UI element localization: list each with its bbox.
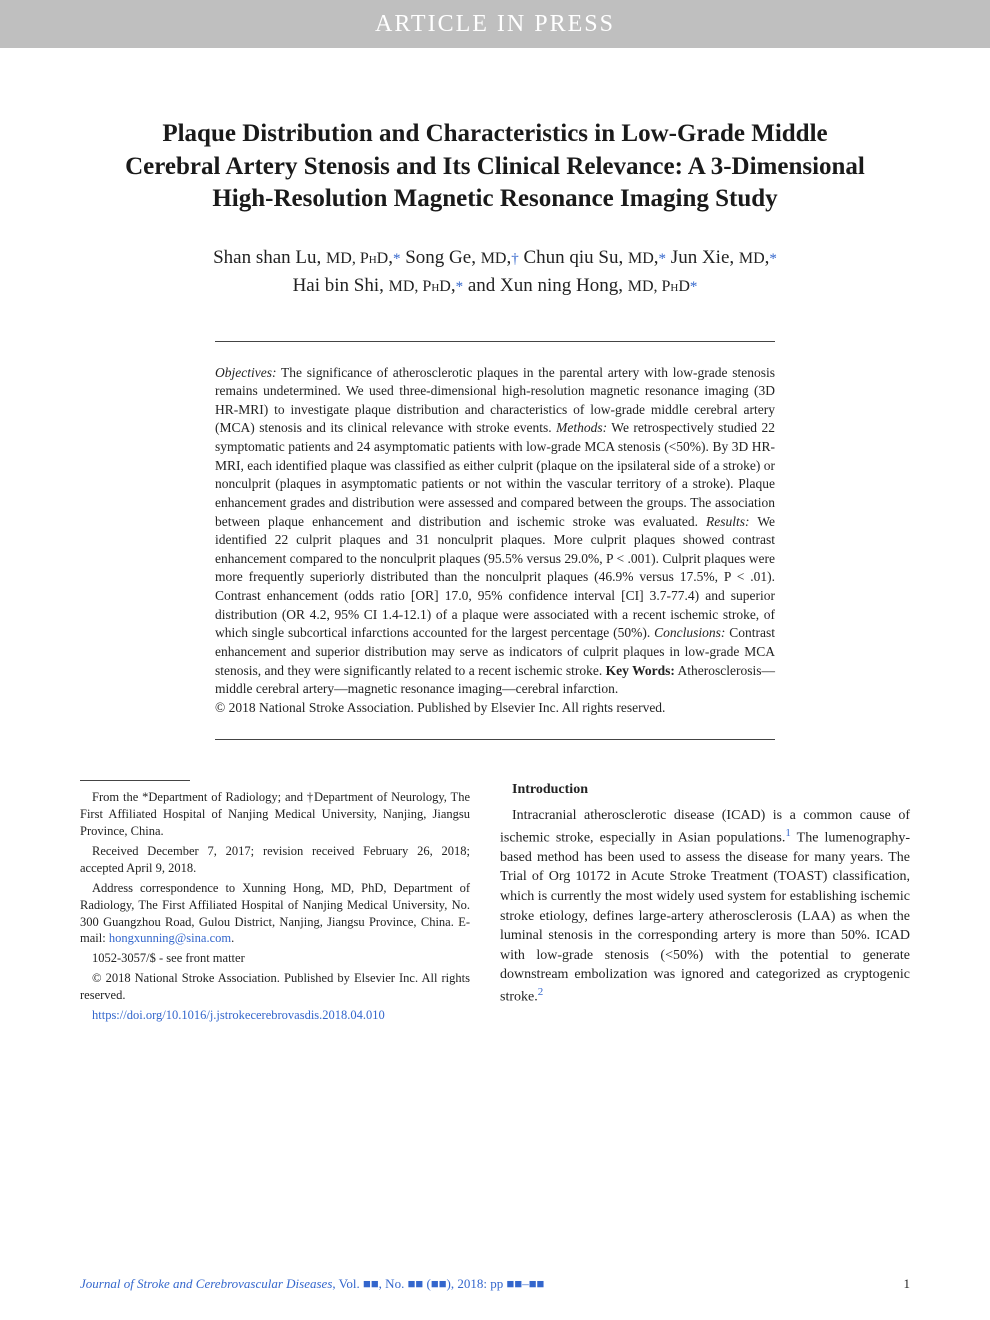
received-footnote: Received December 7, 2017; revision rece…	[80, 843, 470, 877]
abstract-copyright: © 2018 National Stroke Association. Publ…	[215, 700, 665, 715]
introduction-heading: Introduction	[500, 780, 910, 800]
introduction-column: Introduction Intracranial atheroscleroti…	[500, 780, 910, 1023]
page-number: 1	[904, 1276, 911, 1292]
objectives-label: Objectives:	[215, 365, 276, 380]
results-text: We identified 22 culprit plaques and 31 …	[215, 514, 775, 641]
introduction-paragraph: Intracranial atherosclerotic disease (IC…	[500, 806, 910, 1007]
journal-vol-issue: , Vol. ■■, No. ■■ (■■), 2018: pp ■■–■■	[332, 1276, 544, 1291]
journal-name: Journal of Stroke and Cerebrovascular Di…	[80, 1276, 332, 1291]
intro-text-b: The lumenography-based method has been u…	[500, 830, 910, 1004]
article-title: Plaque Distribution and Characteristics …	[120, 118, 870, 216]
methods-label: Methods:	[556, 420, 607, 435]
abstract-text: Objectives: The significance of atherosc…	[215, 364, 775, 718]
page-content: Plaque Distribution and Characteristics …	[0, 48, 990, 1054]
results-label: Results:	[706, 514, 750, 529]
banner-text: ARTICLE IN PRESS	[375, 11, 615, 38]
affiliation-footnote: From the *Department of Radiology; and †…	[80, 789, 470, 840]
correspondence-email-link[interactable]: hongxunning@sina.com	[109, 931, 231, 945]
keywords-label: Key Words:	[606, 663, 675, 678]
reference-2-link[interactable]: 2	[538, 986, 544, 998]
issn-footnote: 1052-3057/$ - see front matter	[80, 950, 470, 967]
footnote-block: From the *Department of Radiology; and †…	[80, 789, 470, 1023]
article-in-press-banner: ARTICLE IN PRESS	[0, 0, 990, 48]
conclusions-label: Conclusions:	[654, 625, 725, 640]
abstract-container: Objectives: The significance of atherosc…	[215, 341, 775, 741]
correspondence-footnote: Address correspondence to Xunning Hong, …	[80, 880, 470, 948]
footnote-rule	[80, 780, 190, 781]
methods-text: We retrospectively studied 22 symptomati…	[215, 420, 775, 528]
doi-link[interactable]: https://doi.org/10.1016/j.jstrokecerebro…	[80, 1007, 470, 1024]
journal-citation: Journal of Stroke and Cerebrovascular Di…	[80, 1276, 544, 1292]
journal-footer: Journal of Stroke and Cerebrovascular Di…	[80, 1276, 910, 1292]
two-column-region: From the *Department of Radiology; and †…	[80, 780, 910, 1023]
author-list: Shan shan Lu, MD, PhD,* Song Ge, MD,† Ch…	[120, 244, 870, 301]
copyright-footnote: © 2018 National Stroke Association. Publ…	[80, 970, 470, 1004]
footnote-column: From the *Department of Radiology; and †…	[80, 780, 470, 1023]
